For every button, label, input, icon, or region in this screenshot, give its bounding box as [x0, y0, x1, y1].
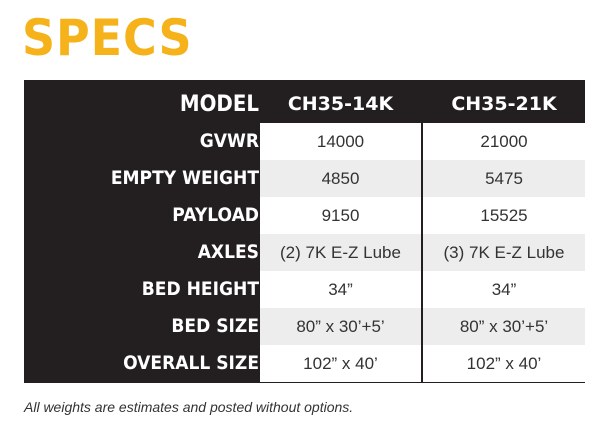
- row-value: 34”: [423, 271, 585, 308]
- row-value: 21000: [423, 123, 585, 160]
- row-value: 4850: [260, 160, 421, 197]
- row-value: 5475: [423, 160, 585, 197]
- row-label: BED SIZE: [171, 315, 259, 337]
- table-row-payload: PAYLOAD 9150 15525: [24, 197, 585, 234]
- footnote: All weights are estimates and posted wit…: [24, 399, 354, 415]
- row-label: EMPTY WEIGHT: [110, 167, 259, 189]
- row-value: 102” x 40’: [423, 345, 585, 382]
- model-name-2: CH35-21K: [423, 86, 585, 123]
- row-value: 80” x 30’+5’: [260, 308, 421, 345]
- specs-table: MODEL CH35-14K CH35-21K GVWR 14000 21000…: [24, 80, 585, 383]
- table-row-bed-height: BED HEIGHT 34” 34”: [24, 271, 585, 308]
- model-header-label: MODEL: [179, 92, 259, 117]
- row-value: 15525: [423, 197, 585, 234]
- row-value: 34”: [260, 271, 421, 308]
- model-name-1: CH35-14K: [260, 86, 421, 123]
- row-label: OVERALL SIZE: [123, 352, 259, 374]
- table-header-row: MODEL CH35-14K CH35-21K: [24, 86, 585, 123]
- table-row-empty-weight: EMPTY WEIGHT 4850 5475: [24, 160, 585, 197]
- table-row-bed-size: BED SIZE 80” x 30’+5’ 80” x 30’+5’: [24, 308, 585, 345]
- row-value: 9150: [260, 197, 421, 234]
- table-row-axles: AXLES (2) 7K E-Z Lube (3) 7K E-Z Lube: [24, 234, 585, 271]
- row-label: PAYLOAD: [172, 204, 259, 226]
- row-value: (2) 7K E-Z Lube: [260, 234, 421, 271]
- table-row-overall-size: OVERALL SIZE 102” x 40’ 102” x 40’: [24, 345, 585, 382]
- row-label: GVWR: [199, 130, 259, 152]
- row-label: BED HEIGHT: [141, 278, 259, 300]
- row-value: 80” x 30’+5’: [423, 308, 585, 345]
- row-value: (3) 7K E-Z Lube: [423, 234, 585, 271]
- row-value: 14000: [260, 123, 421, 160]
- row-label: AXLES: [197, 241, 259, 263]
- page-title: SPECS: [22, 9, 193, 67]
- row-value: 102” x 40’: [260, 345, 421, 382]
- table-row-gvwr: GVWR 14000 21000: [24, 123, 585, 160]
